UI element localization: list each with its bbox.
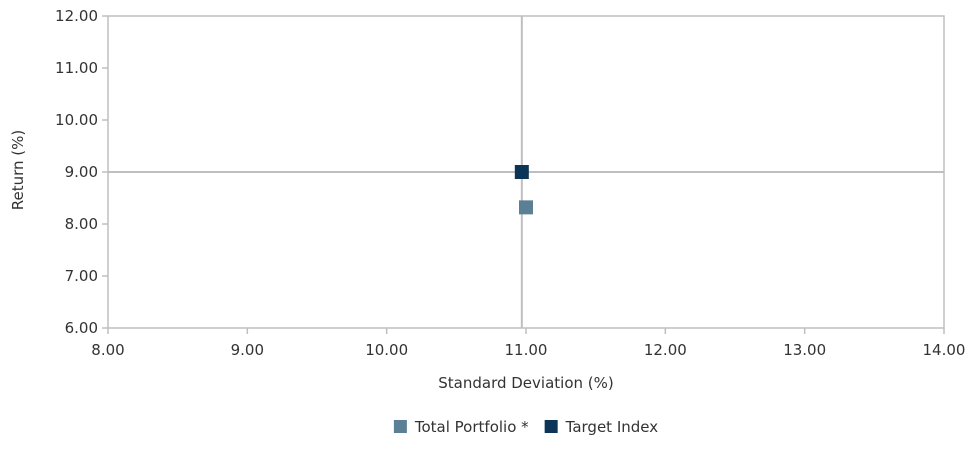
x-tick-label: 14.00 [923,341,966,359]
y-tick-label: 12.00 [55,7,98,25]
legend-swatch [544,420,558,433]
x-axis-title: Standard Deviation (%) [438,374,613,392]
data-points [514,165,533,215]
data-point-square [519,200,533,215]
x-tick-label: 11.00 [505,341,548,359]
x-tick-label: 12.00 [644,341,687,359]
y-tick-label: 6.00 [65,319,98,337]
legend-swatch [393,420,407,433]
y-axis-ticks: 6.00 7.00 8.00 9.00 10.00 11.00 12.00 [55,7,108,337]
legend-label: Total Portfolio * [414,418,529,436]
x-tick-label: 9.00 [231,341,264,359]
x-axis-ticks: 8.00 9.00 10.00 11.00 12.00 13.00 14.00 [91,328,965,359]
y-tick-label: 9.00 [65,163,98,181]
legend: Total Portfolio * Target Index [393,418,659,436]
y-tick-label: 8.00 [65,215,98,233]
y-axis-title: Return (%) [9,130,27,211]
data-point-square [514,165,529,179]
x-tick-label: 13.00 [783,341,826,359]
x-tick-label: 10.00 [365,341,408,359]
legend-label: Target Index [565,418,659,436]
y-tick-label: 7.00 [65,267,98,285]
x-tick-label: 8.00 [91,341,124,359]
y-tick-label: 10.00 [55,111,98,129]
y-tick-label: 11.00 [55,59,98,77]
